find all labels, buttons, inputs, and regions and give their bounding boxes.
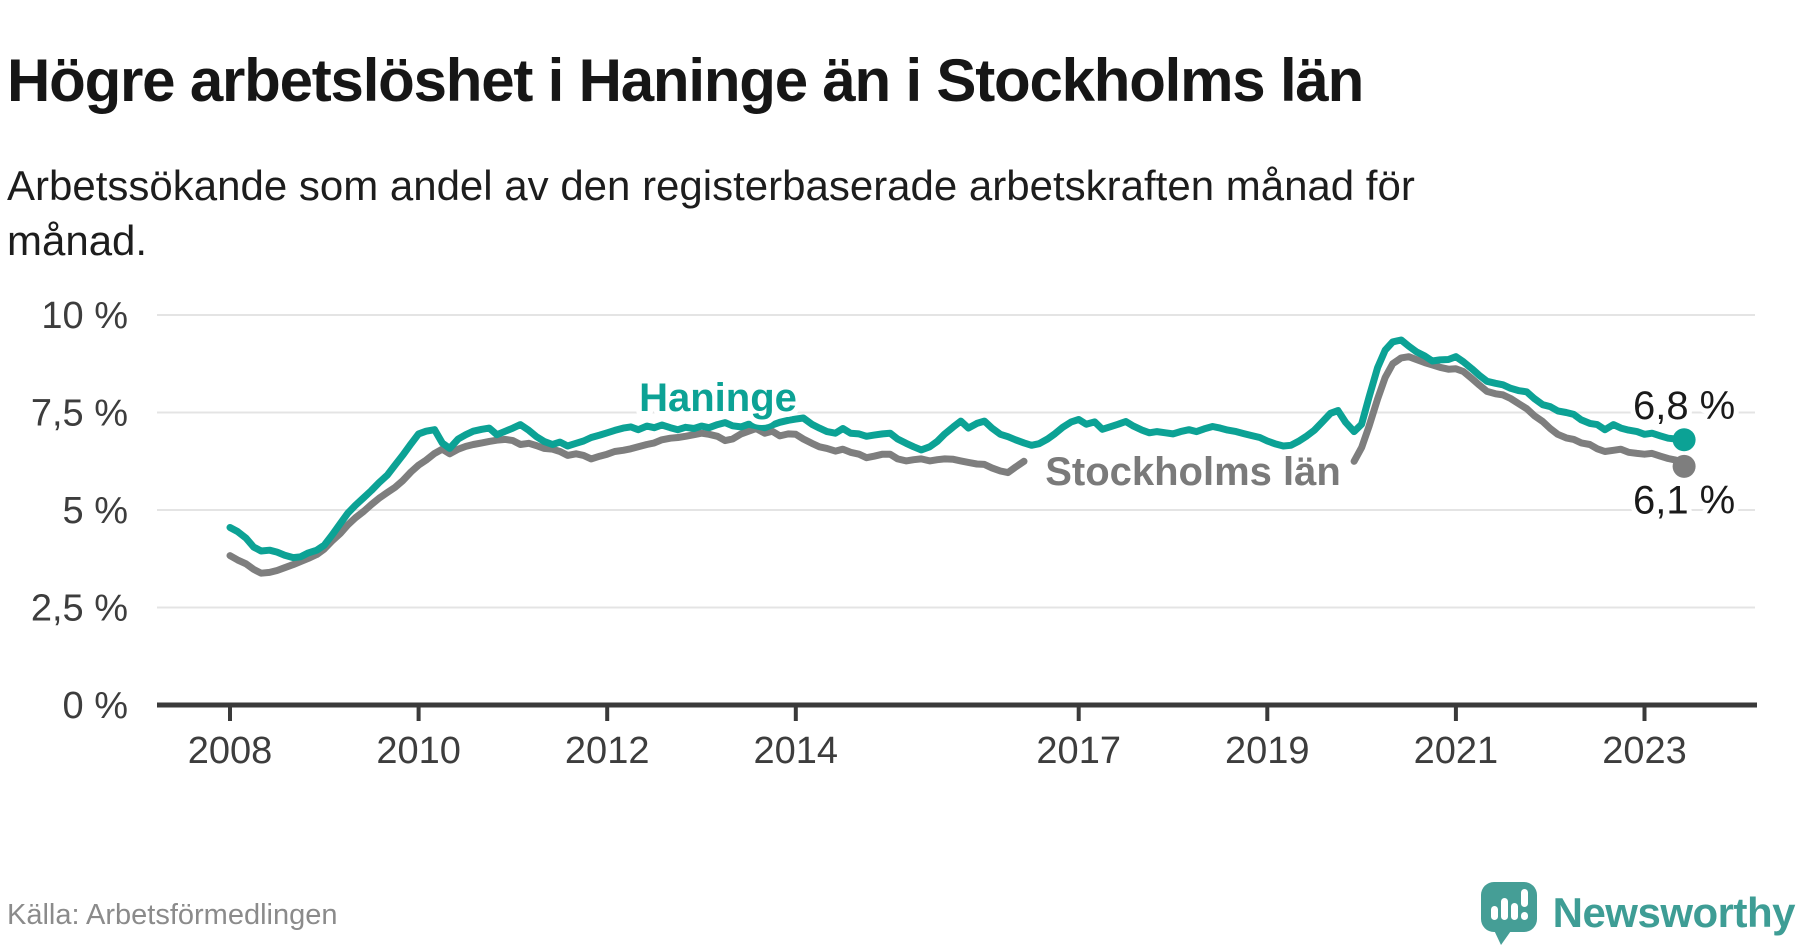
y-axis-label: 0 % xyxy=(63,685,128,727)
series-label-0: Haninge xyxy=(639,376,797,420)
series-label-1: Stockholms län xyxy=(1045,450,1341,494)
x-axis-label: 2021 xyxy=(1414,730,1499,772)
chart-title: Högre arbetslöshet i Haninge än i Stockh… xyxy=(7,47,1364,115)
x-axis-label: 2014 xyxy=(754,730,839,772)
brand-name: Newsworthy xyxy=(1552,889,1796,936)
y-axis-label: 10 % xyxy=(41,295,128,337)
x-axis-label: 2008 xyxy=(188,730,273,772)
y-axis-label: 5 % xyxy=(63,490,128,532)
chart-subtitle: Arbetssökande som andel av den registerb… xyxy=(7,162,1415,265)
series-line-1 xyxy=(226,425,1028,577)
x-axis-label: 2010 xyxy=(376,730,461,772)
x-axis-label: 2023 xyxy=(1602,730,1687,772)
x-axis-label: 2017 xyxy=(1036,730,1121,772)
x-axis-label: 2019 xyxy=(1225,730,1310,772)
end-dot-0 xyxy=(1672,428,1696,452)
series-line-1 xyxy=(1350,353,1688,470)
source-note: Källa: Arbetsförmedlingen xyxy=(7,899,338,931)
newsworthy-icon xyxy=(1480,882,1537,945)
x-axis-label: 2012 xyxy=(565,730,650,772)
y-axis-label: 7,5 % xyxy=(31,393,128,435)
end-value-label-1: 6,1 % xyxy=(1633,478,1735,522)
brand-logo: Newsworthy xyxy=(1479,880,1796,946)
y-axis-label: 2,5 % xyxy=(31,588,128,630)
end-value-label-0: 6,8 % xyxy=(1633,384,1735,428)
series-line-0 xyxy=(226,336,1688,562)
end-dot-1 xyxy=(1672,454,1696,478)
